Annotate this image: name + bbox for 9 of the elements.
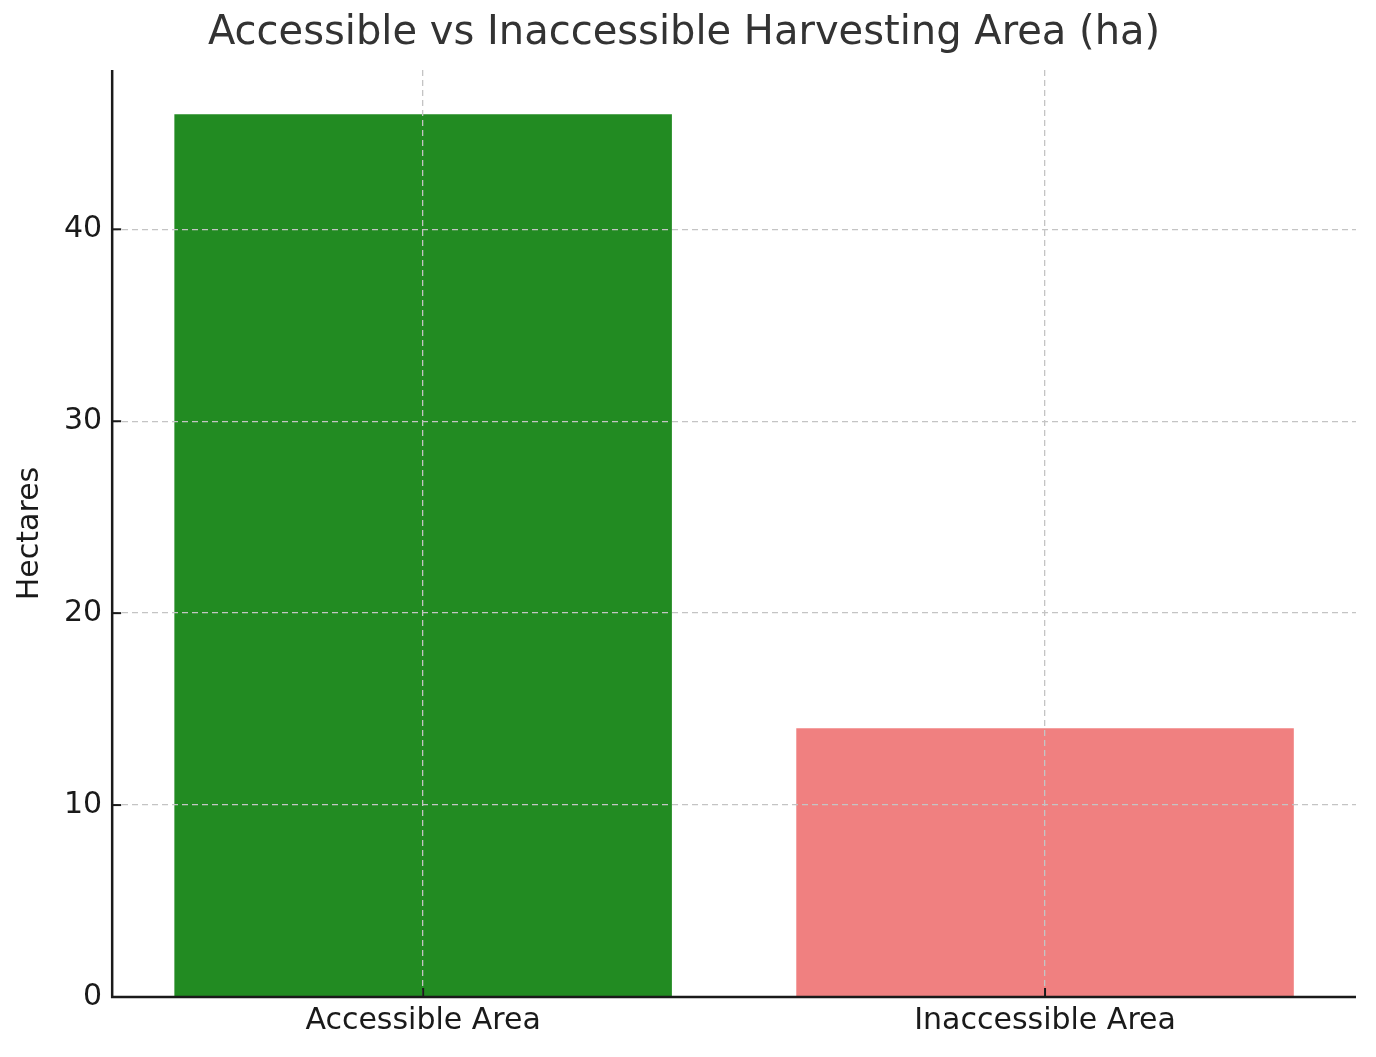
y-tick-label: 30	[63, 401, 103, 437]
y-tick-label: 10	[63, 784, 103, 820]
y-tick-label: 20	[63, 592, 103, 628]
y-tick-label: 0	[83, 976, 103, 1012]
chart-title: Accessible vs Inaccessible Harvesting Area (ha)	[207, 7, 1161, 54]
y-tick-label: 40	[63, 209, 103, 245]
x-tick-label: Inaccessible Area	[914, 1000, 1176, 1036]
x-tick-label: Accessible Area	[305, 1000, 541, 1036]
y-axis-title: Hectares	[9, 466, 45, 601]
